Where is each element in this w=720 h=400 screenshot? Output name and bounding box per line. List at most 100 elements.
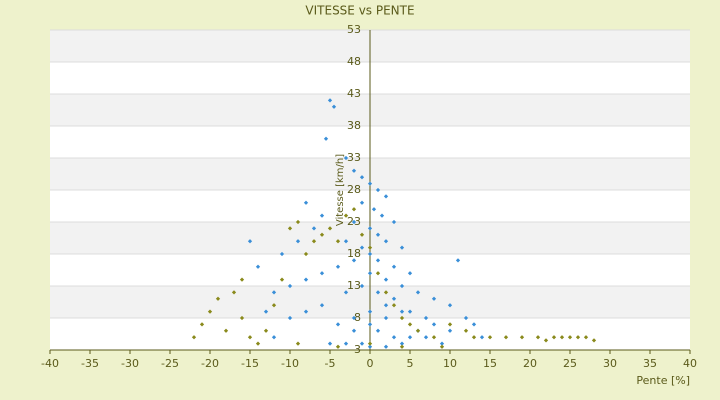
scatter-point [359,283,365,289]
scatter-point [335,264,341,269]
scatter-point [367,251,373,257]
scatter-point [551,335,557,340]
scatter-point [407,335,413,340]
scatter-point [343,213,349,218]
scatter-point [303,309,309,314]
x-tick-label: -5 [325,357,336,370]
scatter-point [303,251,309,257]
scatter-point [383,344,389,349]
scatter-point [415,328,421,333]
x-tick-label: -20 [201,357,219,370]
scatter-point [311,226,317,231]
scatter-point [383,277,389,282]
scatter-point [367,309,373,314]
scatter-point [367,271,373,276]
scatter-point [383,239,389,244]
scatter-point [271,335,277,340]
chart-title: VITESSE vs PENTE [305,4,414,18]
scatter-point [399,309,405,314]
scatter-point [295,341,301,346]
scatter-point [367,181,373,186]
scatter-point [351,168,357,173]
x-tick-label: -35 [81,357,99,370]
scatter-point [287,315,293,321]
scatter-point [231,290,237,295]
x-tick-label: 5 [407,357,414,370]
y-tick-label: 3 [354,343,361,356]
scatter-point [323,136,329,141]
scatter-point [367,322,373,327]
scatter-point [371,207,377,212]
scatter-point [287,283,293,289]
scatter-point [255,264,261,269]
x-tick-label: -25 [161,357,179,370]
scatter-point [407,309,413,314]
scatter-point [447,328,453,333]
scatter-point [375,187,381,193]
y-tick-label: 43 [347,87,361,100]
scatter-point [279,277,285,282]
scatter-point [303,277,309,282]
scatter-point [567,335,573,340]
scatter-point [319,232,325,237]
scatter-point [399,283,405,289]
scatter-point [575,335,581,340]
scatter-point [535,335,541,340]
scatter-point [359,341,365,346]
scatter-point [379,213,385,218]
scatter-point [391,335,397,340]
scatter-point [359,232,365,237]
scatter-point [247,335,253,340]
x-axis-label: Pente [%] [636,374,690,387]
scatter-point [463,328,469,333]
scatter-point [375,290,381,295]
scatter-point [359,200,365,205]
scatter-point [327,226,333,231]
scatter-point [431,335,437,340]
scatter-point [431,322,437,327]
scatter-point [263,328,269,333]
scatter-point [591,338,597,343]
scatter-point [399,344,405,349]
scatter-point [383,315,389,321]
y-tick-label: 33 [347,151,361,164]
x-tick-label: 10 [443,357,457,370]
scatter-point [391,219,397,225]
scatter-point [543,338,549,343]
x-tick-label: 40 [683,357,697,370]
scatter-point [359,175,365,180]
y-tick-label: 53 [347,23,361,36]
scatter-point [295,219,301,225]
scatter-point [439,341,445,346]
scatter-point [367,341,373,346]
x-tick-label: 35 [643,357,657,370]
scatter-point [391,264,397,269]
scatter-point [519,335,525,340]
scatter-point [295,239,301,244]
scatter-point [343,155,349,161]
scatter-point [471,335,477,340]
y-axis-label: Vitesse [km/h] [335,154,346,226]
y-tick-label: 28 [347,183,361,196]
scatter-point [383,290,389,295]
y-tick-label: 13 [347,279,361,292]
y-tick-label: 38 [347,119,361,132]
scatter-point [487,335,493,340]
scatter-point [335,239,341,244]
scatter-point [207,309,213,314]
scatter-point [423,335,429,340]
y-tick-label: 8 [354,311,361,324]
scatter-point [343,341,349,346]
scatter-point [423,315,429,321]
scatter-point [351,258,357,263]
scatter-point [311,239,317,244]
x-tick-label: -30 [121,357,139,370]
x-tick-label: -15 [241,357,259,370]
scatter-point [351,219,357,225]
scatter-point [335,344,341,349]
scatter-point [463,315,469,321]
scatter-point [279,251,285,257]
scatter-point [239,315,245,321]
scatter-point [407,322,413,327]
